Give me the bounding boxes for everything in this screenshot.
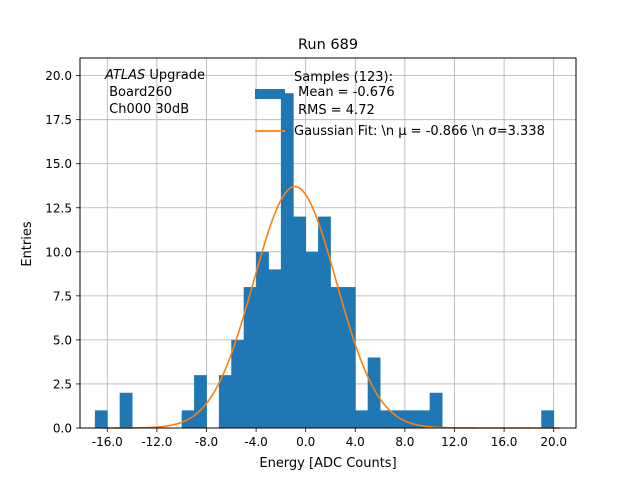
legend-samples-swatch <box>255 89 285 99</box>
x-tick-label: -16.0 <box>92 435 123 449</box>
histogram-bar <box>293 216 307 428</box>
x-tick-label: 0.0 <box>296 435 315 449</box>
plot-frame <box>79 57 577 429</box>
atlas-annotation: ATLAS Upgrade Board260 Ch000 30dB <box>104 68 205 117</box>
histogram-bar <box>268 269 282 428</box>
x-tick-label: 20.0 <box>540 435 567 449</box>
x-tick-label: -12.0 <box>141 435 172 449</box>
x-tick-label: -4.0 <box>244 435 267 449</box>
legend-fit-label: Gaussian Fit: \n μ = -0.866 \n σ=3.338 <box>294 124 545 139</box>
legend-rms-label: RMS = 4.72 <box>294 103 375 118</box>
histogram-bar <box>392 410 406 428</box>
histogram-bar <box>243 287 257 428</box>
y-tick-label: 10.0 <box>45 245 72 259</box>
y-axis-ticks: 0.0 2.5 5.0 7.5 10.0 12.5 15.0 17.5 20.0 <box>45 69 80 436</box>
legend: Samples (123): Mean = -0.676 RMS = 4.72 … <box>255 70 545 139</box>
x-tick-label: 16.0 <box>491 435 518 449</box>
histogram-bar <box>119 392 133 428</box>
chart-title: Run 689 <box>298 37 358 53</box>
histogram-bar <box>280 93 294 428</box>
x-axis-ticks: -16.0 -12.0 -8.0 -4.0 0.0 4.0 8.0 12.0 16.0 20.0 <box>92 428 567 449</box>
x-axis-label: Energy [ADC Counts] <box>259 456 396 471</box>
x-tick-label: 12.0 <box>441 435 468 449</box>
y-tick-label: 0.0 <box>53 422 72 436</box>
histogram-bar <box>318 216 331 428</box>
histogram-bar <box>541 410 555 428</box>
histogram-bar <box>218 375 232 428</box>
y-tick-label: 20.0 <box>45 69 72 83</box>
histogram-bar <box>305 251 319 428</box>
y-tick-label: 7.5 <box>53 289 72 303</box>
histogram-bar <box>367 357 381 428</box>
x-tick-label: 8.0 <box>395 435 414 449</box>
histogram-bar <box>355 410 369 428</box>
legend-mean-label: Mean = -0.676 <box>294 85 395 100</box>
y-tick-label: 12.5 <box>45 201 72 215</box>
atlas-italic: ATLAS <box>104 68 145 83</box>
histogram-bar <box>94 410 108 428</box>
y-tick-label: 15.0 <box>45 157 72 171</box>
atlas-upgrade: Upgrade <box>145 68 205 83</box>
histogram-bar <box>194 375 207 428</box>
atlas-line-1: ATLAS Upgrade <box>104 68 205 83</box>
histogram-bar <box>380 410 393 428</box>
histogram-bar <box>342 287 356 428</box>
histogram-bar <box>256 251 269 428</box>
histogram-bars <box>94 93 555 428</box>
y-tick-label: 17.5 <box>45 113 72 127</box>
y-tick-label: 5.0 <box>53 333 72 347</box>
x-tick-label: 4.0 <box>346 435 365 449</box>
y-tick-label: 2.5 <box>53 377 72 391</box>
histogram-bar <box>231 339 245 428</box>
histogram-bar <box>429 392 443 428</box>
histogram-bar <box>330 287 344 428</box>
legend-samples-label: Samples (123): <box>294 70 393 85</box>
y-axis-label: Entries <box>20 221 35 267</box>
x-tick-label: -8.0 <box>195 435 218 449</box>
histogram-bar <box>417 410 431 428</box>
atlas-board: Board260 <box>105 85 172 100</box>
atlas-channel: Ch000 30dB <box>105 102 189 117</box>
